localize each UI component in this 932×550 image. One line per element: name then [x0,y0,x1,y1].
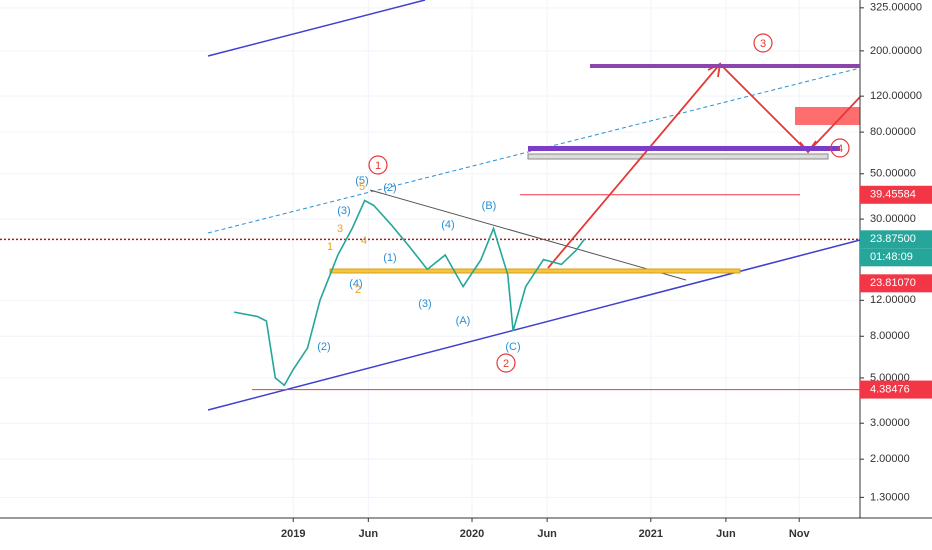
zone [795,107,860,125]
countdown-tag [860,248,932,267]
projection-arrow [547,62,861,269]
zone [590,64,860,68]
wave-label: (4) [349,278,362,290]
wave-label: (3) [418,298,431,310]
price-tag-label: 23.81070 [870,277,916,289]
price-tag [860,274,932,293]
wave-label: 1 [327,241,333,253]
y-tick-label: 12.00000 [870,294,916,306]
wave-label: 2 [355,284,361,296]
y-tick-label: 8.00000 [870,330,910,342]
wave-label: (2) [383,182,396,194]
price-tag [860,230,932,249]
zone [527,153,829,160]
arrow-head [799,140,817,154]
wave-label: (C) [505,341,520,353]
y-tick-label: 1.30000 [870,491,910,503]
price-tag-label: 39.45584 [870,189,916,201]
zone [528,146,840,151]
x-tick-label: Jun [537,528,557,540]
countdown-label: 01:48:09 [870,251,913,263]
x-tick-label: Nov [789,528,811,540]
x-tick-label: 2020 [460,528,484,540]
wave-label: 3 [760,38,766,50]
price-tag [860,185,932,204]
wave-label: (2) [317,341,330,353]
wave-label: (5) [355,175,368,187]
y-tick-label: 80.00000 [870,126,916,138]
wave-label: 2 [503,358,509,370]
wave-label: 3 [337,223,343,235]
wave-circle [496,353,516,373]
wave-label: (1) [383,252,396,264]
wave-label: (B) [482,200,497,212]
y-tick-label: 2.00000 [870,453,910,465]
price-tag [860,380,932,399]
trend-line [369,189,687,281]
x-tick-label: 2021 [639,528,663,540]
wave-circle [368,155,388,175]
price-line [234,199,586,387]
y-tick-label: 120.00000 [870,90,922,102]
wave-label: 4 [837,143,843,155]
y-tick-label: 50.00000 [870,168,916,180]
wave-circle [830,138,850,158]
wave-label: 5 [359,181,365,193]
y-tick-label: 200.00000 [870,45,922,57]
trend-line [207,0,426,57]
wave-label: 1 [375,160,381,172]
x-tick-label: 2019 [281,528,305,540]
wave-circle [753,33,773,53]
price-tag-label: 23.87500 [870,233,916,245]
y-tick-label: 325.00000 [870,2,922,14]
wave-label: 4 [361,235,367,247]
price-tag-label: 4.38476 [870,383,910,395]
y-tick-label: 3.00000 [870,417,910,429]
x-tick-label: Jun [716,528,736,540]
wave-label: (A) [456,315,471,327]
wave-label: (4) [441,219,454,231]
wave-label: (3) [337,205,350,217]
y-tick-label: 30.00000 [870,213,916,225]
trend-line [207,239,861,411]
x-tick-label: Jun [359,528,379,540]
